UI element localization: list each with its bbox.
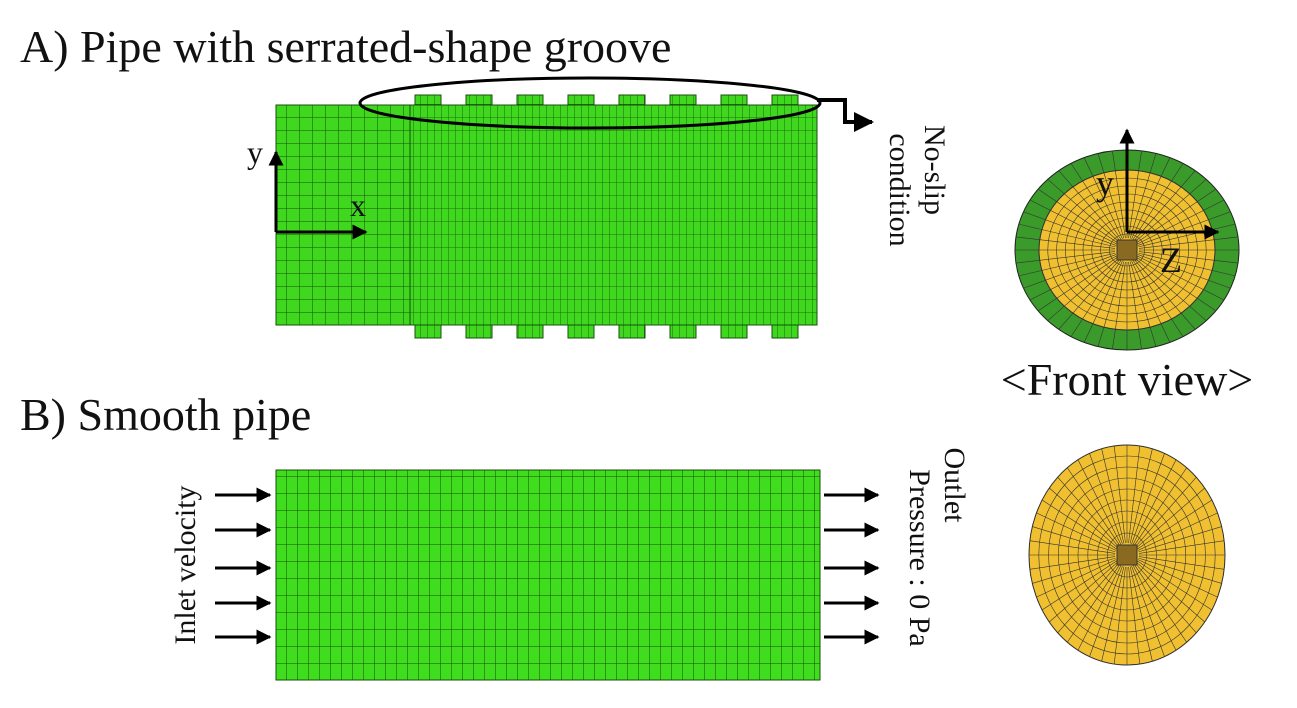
mesh-line bbox=[1113, 566, 1126, 665]
mesh-line bbox=[1138, 540, 1225, 554]
mesh-line bbox=[1138, 526, 1222, 553]
mesh-line bbox=[1015, 236, 1116, 249]
panel-a-title: A) Pipe with serrated-shape groove bbox=[20, 21, 671, 72]
annotation-line: condition bbox=[883, 133, 916, 246]
smooth-pipe bbox=[275, 469, 821, 681]
inlet-label: Inlet velocity bbox=[169, 485, 202, 644]
mesh-line bbox=[1137, 512, 1218, 551]
mesh-line bbox=[1029, 540, 1116, 554]
mesh-line bbox=[1135, 477, 1197, 547]
annotation-arrow bbox=[817, 98, 874, 132]
mesh-line bbox=[1089, 453, 1123, 545]
mesh-ring bbox=[1067, 488, 1187, 622]
mesh-line bbox=[1057, 563, 1119, 633]
mesh-line bbox=[1029, 556, 1116, 570]
flow-arrows bbox=[215, 487, 880, 645]
mesh-ring bbox=[1038, 455, 1216, 655]
groove-tooth bbox=[771, 94, 799, 106]
mesh-line bbox=[1101, 566, 1125, 662]
groove-tooth bbox=[669, 94, 697, 106]
mesh-core bbox=[1116, 239, 1138, 261]
outlet-label: Outlet bbox=[938, 448, 971, 524]
axis-label: y bbox=[1096, 163, 1114, 203]
groove-tooth bbox=[669, 324, 697, 339]
mesh-line bbox=[1136, 562, 1205, 623]
mesh-line bbox=[1032, 557, 1116, 584]
mesh-line bbox=[1138, 556, 1225, 570]
mesh-ring bbox=[1087, 510, 1167, 600]
mesh-line bbox=[1132, 565, 1177, 651]
panel-b-title: B) Smooth pipe bbox=[20, 389, 311, 440]
mesh-line bbox=[1138, 236, 1239, 249]
groove-tooth bbox=[567, 324, 595, 339]
mesh-line bbox=[1128, 566, 1141, 665]
front-view-label: <Front view> bbox=[1001, 354, 1253, 405]
annotation-line: No-slip bbox=[918, 125, 951, 215]
front-mesh bbox=[1015, 150, 1239, 350]
groove-tooth bbox=[720, 324, 748, 339]
mesh-line bbox=[1077, 459, 1122, 545]
groove-tooth bbox=[567, 94, 595, 106]
mesh-line bbox=[1049, 562, 1118, 623]
groove-tooth bbox=[465, 94, 493, 106]
mesh-ring bbox=[1048, 466, 1206, 644]
groove-tooth bbox=[720, 94, 748, 106]
groove-tooth bbox=[771, 324, 799, 339]
pipe-inlet-section bbox=[275, 104, 411, 326]
mesh-ring bbox=[1028, 444, 1226, 666]
mesh-line bbox=[1134, 564, 1187, 643]
mesh-line bbox=[1032, 526, 1116, 553]
groove-tooth bbox=[414, 94, 442, 106]
mesh-line bbox=[1132, 459, 1177, 545]
mesh-line bbox=[1067, 467, 1120, 546]
mesh-line bbox=[1049, 487, 1118, 548]
mesh-line bbox=[1077, 565, 1122, 651]
axis-label: y bbox=[247, 134, 263, 170]
axis-label: x bbox=[350, 187, 366, 223]
mesh-line bbox=[1137, 559, 1218, 598]
mesh-line bbox=[1089, 565, 1123, 657]
mesh-ring bbox=[1077, 499, 1177, 611]
mesh-line bbox=[1101, 448, 1125, 544]
grooved-section bbox=[409, 94, 818, 339]
mesh-line bbox=[1067, 564, 1120, 643]
mesh-line bbox=[1129, 448, 1153, 544]
mesh-line bbox=[1128, 445, 1141, 544]
mesh-line bbox=[1036, 559, 1117, 598]
mesh-line bbox=[1015, 251, 1116, 264]
mesh-line bbox=[1137, 560, 1213, 611]
groove-tooth bbox=[618, 324, 646, 339]
mesh-line bbox=[1138, 557, 1222, 584]
groove-tooth bbox=[516, 324, 544, 339]
mesh-ring bbox=[1109, 233, 1145, 267]
mesh-line bbox=[1057, 477, 1119, 547]
mesh-line bbox=[1135, 563, 1197, 633]
mesh-line bbox=[1131, 565, 1165, 657]
front-mesh bbox=[1028, 444, 1226, 666]
mesh-line bbox=[1041, 560, 1117, 611]
mesh-core bbox=[1116, 544, 1138, 566]
mesh-ring bbox=[1097, 521, 1157, 589]
groove-tooth bbox=[618, 94, 646, 106]
mesh-line bbox=[1134, 467, 1187, 546]
mesh-line bbox=[1129, 566, 1153, 662]
outlet-label: Pressure : 0 Pa bbox=[903, 469, 936, 646]
mesh-line bbox=[1138, 251, 1239, 264]
mesh-line bbox=[1136, 487, 1205, 548]
mesh-ring bbox=[1107, 532, 1147, 578]
mesh-line bbox=[1131, 453, 1165, 545]
groove-tooth bbox=[516, 94, 544, 106]
groove-tooth bbox=[465, 324, 493, 339]
groove-tooth bbox=[414, 324, 442, 339]
mesh-line bbox=[1137, 499, 1213, 550]
axis-label: Z bbox=[1160, 240, 1182, 280]
mesh-ring bbox=[1058, 477, 1196, 633]
mesh-line bbox=[1036, 512, 1117, 551]
highlight-ellipse bbox=[358, 76, 822, 130]
mesh-line bbox=[1041, 499, 1117, 550]
mesh-line bbox=[1113, 445, 1126, 544]
